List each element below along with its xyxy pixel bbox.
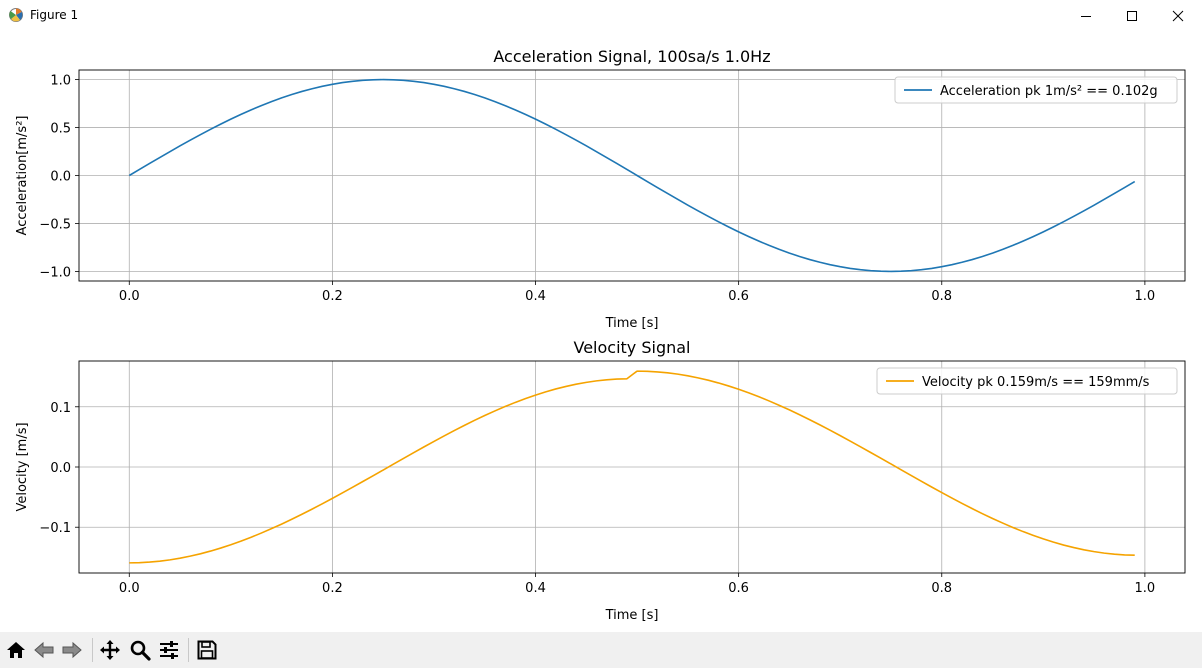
navigation-toolbar <box>0 632 1202 668</box>
matplotlib-logo-icon <box>9 8 23 22</box>
chart1-y-axis-label: Velocity [m/s] <box>15 422 30 511</box>
chart0-legend-label: Acceleration pk 1m/s² == 0.102g <box>940 84 1158 99</box>
save-button[interactable] <box>195 638 219 662</box>
toolbar-separator <box>92 638 93 662</box>
chart0-x-axis-label: Time [s] <box>605 316 659 331</box>
chart1-x-axis-label: Time [s] <box>605 608 659 623</box>
forward-button[interactable] <box>60 638 84 662</box>
chart1-x-tick-label: 0.4 <box>525 581 546 596</box>
chart0-x-tick-label: 0.0 <box>119 289 140 304</box>
chart0-y-tick-label: 0.5 <box>50 122 71 137</box>
chart1-title: Velocity Signal <box>574 338 691 357</box>
chart1-legend-label: Velocity pk 0.159m/s == 159mm/s <box>922 375 1150 390</box>
chart0-x-tick-label: 0.6 <box>728 289 749 304</box>
chart1-x-tick-label: 1.0 <box>1135 581 1156 596</box>
chart0-title: Acceleration Signal, 100sa/s 1.0Hz <box>493 47 770 66</box>
chart1-series-line-0 <box>129 370 1135 564</box>
chart1-x-tick-label: 0.2 <box>322 581 343 596</box>
home-button[interactable] <box>4 638 28 662</box>
chart0-x-tick-label: 0.2 <box>322 289 343 304</box>
magnifier-icon <box>130 640 151 661</box>
minimize-button[interactable] <box>1063 0 1109 31</box>
back-button[interactable] <box>32 638 56 662</box>
chart0-y-tick-label: −0.5 <box>39 217 71 232</box>
chart1-y-tick-label: 0.0 <box>50 461 71 476</box>
pan-button[interactable] <box>98 638 122 662</box>
chart0-x-tick-label: 0.4 <box>525 289 546 304</box>
toolbar-separator <box>188 638 189 662</box>
maximize-icon <box>1127 10 1137 21</box>
chart1-x-tick-label: 0.0 <box>119 581 140 596</box>
arrow-right-icon <box>62 641 82 659</box>
chart1-x-tick-label: 0.8 <box>931 581 952 596</box>
floppy-disk-icon <box>197 640 217 660</box>
chart0-y-axis-label: Acceleration[m/s²] <box>15 116 30 236</box>
chart1-x-tick-label: 0.6 <box>728 581 749 596</box>
chart0-y-tick-label: 1.0 <box>50 74 71 89</box>
figure-svg: Acceleration Signal, 100sa/s 1.0Hz 0.0 0.2… <box>15 47 1186 623</box>
maximize-button[interactable] <box>1109 0 1155 31</box>
chart1-y-tick-label: 0.1 <box>50 401 71 416</box>
chart0-legend-box <box>894 76 1178 104</box>
close-button[interactable] <box>1155 0 1201 31</box>
configure-subplots-button[interactable] <box>157 638 181 662</box>
figure-canvas: Acceleration Signal, 100sa/s 1.0Hz 0.0 0.2… <box>0 31 1202 632</box>
move-icon <box>100 640 120 660</box>
minimize-icon <box>1081 15 1091 17</box>
chart0-x-tick-label: 1.0 <box>1135 289 1156 304</box>
chart0-y-tick-label: 0.0 <box>50 170 71 185</box>
chart0-y-tick-label: −1.0 <box>39 265 71 280</box>
window-titlebar: Figure 1 <box>0 0 1202 31</box>
zoom-button[interactable] <box>128 638 152 662</box>
chart0-series-line-0 <box>128 78 1136 273</box>
chart1-legend-box <box>876 367 1178 395</box>
chart0-x-tick-label: 0.8 <box>931 289 952 304</box>
home-icon <box>7 642 25 658</box>
chart1-y-tick-label: −0.1 <box>39 521 71 536</box>
window-title: Figure 1 <box>30 8 79 22</box>
sliders-icon <box>160 641 178 659</box>
close-icon <box>1172 10 1184 21</box>
arrow-left-icon <box>34 641 54 659</box>
